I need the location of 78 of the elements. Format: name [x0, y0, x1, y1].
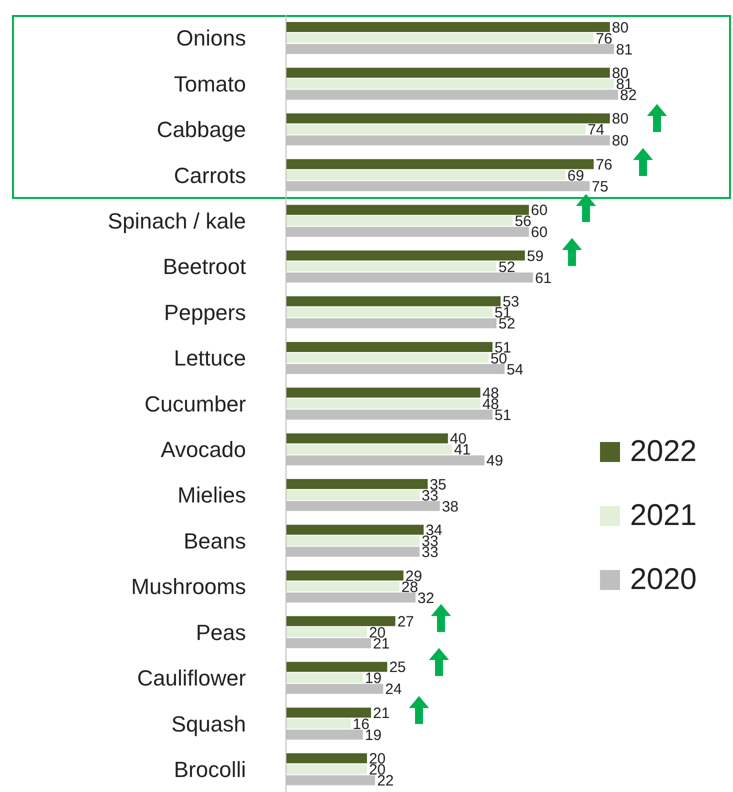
- y-tick-label: Peppers: [164, 300, 246, 325]
- legend-label: 2022: [630, 435, 697, 469]
- bar: [286, 398, 480, 409]
- bar: [286, 307, 492, 318]
- data-label: 27: [397, 614, 414, 630]
- data-label: 54: [506, 361, 524, 378]
- data-label: 24: [385, 681, 402, 698]
- bar: [286, 753, 367, 764]
- data-label: 75: [592, 178, 608, 196]
- y-tick-label: Brocolli: [174, 756, 246, 782]
- bar: [286, 581, 400, 592]
- data-label: 61: [534, 270, 552, 287]
- bar: [286, 352, 488, 363]
- bar: [286, 159, 594, 170]
- legend-label: 2021: [630, 499, 697, 533]
- bar: [286, 170, 566, 180]
- bar: [286, 262, 497, 272]
- data-label: 74: [588, 122, 604, 139]
- y-tick-label: Mushrooms: [131, 574, 246, 600]
- bar: [286, 124, 586, 134]
- bar: [286, 616, 396, 626]
- y-tick-label: Mielies: [178, 482, 246, 508]
- data-label: 80: [612, 132, 629, 150]
- y-tick-label: Avocado: [160, 437, 246, 462]
- data-label: 76: [596, 156, 612, 174]
- bar: [286, 296, 501, 306]
- y-tick-label: Cabbage: [156, 117, 246, 142]
- data-label: 38: [442, 498, 459, 516]
- bar: [286, 113, 610, 124]
- bar: [286, 250, 525, 261]
- data-label: 21: [373, 704, 390, 722]
- data-label: 59: [526, 248, 544, 265]
- bar: [286, 433, 448, 444]
- y-tick-label: Spinach / kale: [108, 208, 246, 234]
- bar: [286, 570, 404, 580]
- bar: [286, 444, 452, 454]
- y-tick-label: Cauliflower: [137, 666, 246, 691]
- data-label: 52: [498, 258, 516, 276]
- data-label: 76: [596, 30, 612, 48]
- y-tick-label: Beans: [184, 528, 246, 554]
- bar: [286, 672, 363, 683]
- legend-label: 2020: [630, 563, 697, 597]
- data-label: 25: [389, 659, 406, 676]
- bar: [286, 204, 529, 215]
- bar: [286, 22, 610, 32]
- bar: [286, 718, 351, 729]
- data-label: 80: [612, 110, 629, 128]
- y-tick-label: Peas: [196, 620, 246, 645]
- data-label: 56: [514, 213, 532, 230]
- bar: [286, 524, 424, 535]
- bar: [286, 388, 480, 398]
- y-tick-label: Tomato: [174, 71, 246, 96]
- data-label: 69: [567, 167, 584, 184]
- y-tick-label: Onions: [176, 26, 246, 51]
- bar: [286, 490, 420, 500]
- y-tick-label: Lettuce: [174, 346, 246, 371]
- y-tick-label: Carrots: [174, 162, 246, 188]
- y-tick-label: Squash: [171, 711, 246, 736]
- bar: [286, 33, 594, 43]
- data-label: 19: [364, 670, 382, 688]
- data-label: 49: [486, 452, 504, 470]
- data-label: 80: [612, 19, 629, 36]
- bar: [286, 662, 388, 672]
- bar: [286, 342, 492, 352]
- bar: [286, 764, 367, 774]
- data-label: 81: [616, 41, 633, 58]
- bar: [286, 708, 372, 718]
- data-label: 60: [530, 202, 548, 220]
- y-tick-label: Cucumber: [144, 391, 246, 416]
- data-label: 32: [418, 590, 434, 607]
- bar: [286, 68, 610, 78]
- bar: [286, 78, 614, 89]
- data-label: 60: [530, 224, 548, 242]
- bar: [286, 479, 428, 490]
- bar: [286, 627, 367, 638]
- bar: [286, 536, 420, 546]
- y-tick-label: Beetroot: [162, 254, 246, 280]
- bar: [286, 216, 513, 226]
